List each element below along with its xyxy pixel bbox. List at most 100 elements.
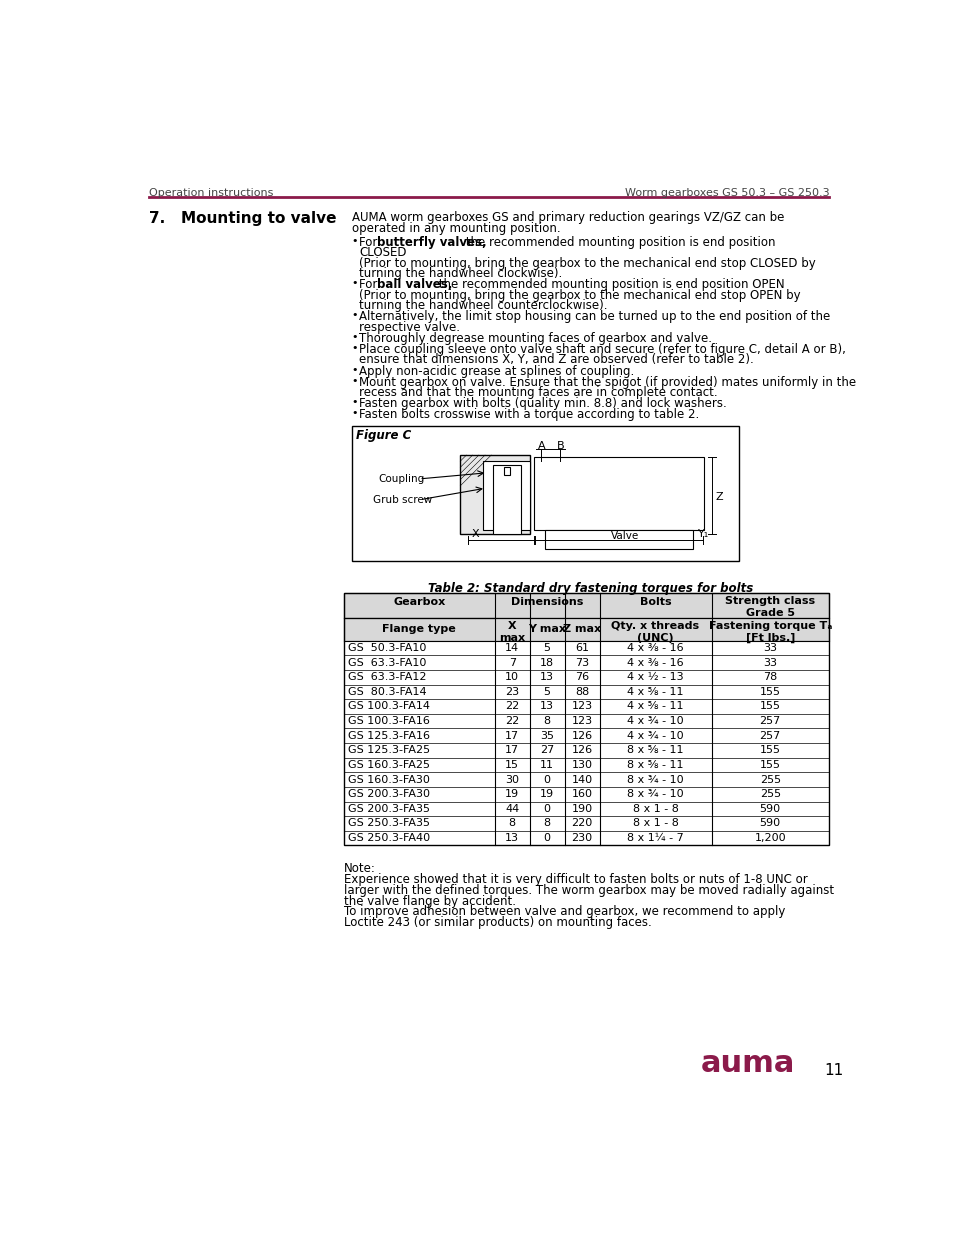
Text: Thoroughly degrease mounting faces of gearbox and valve.: Thoroughly degrease mounting faces of ge…: [359, 332, 712, 345]
Text: ensure that dimensions X, Y, and Z are observed (refer to table 2).: ensure that dimensions X, Y, and Z are o…: [359, 353, 754, 367]
Text: •: •: [352, 343, 358, 353]
Text: Loctite 243 (or similar products) on mounting faces.: Loctite 243 (or similar products) on mou…: [344, 916, 651, 929]
Text: 257: 257: [759, 716, 781, 726]
Text: Mount gearbox on valve. Ensure that the spigot (if provided) mates uniformly in : Mount gearbox on valve. Ensure that the …: [359, 375, 856, 389]
Text: GS 125.3-FA16: GS 125.3-FA16: [348, 731, 430, 741]
Text: 33: 33: [762, 657, 777, 668]
Text: 8: 8: [543, 819, 550, 829]
Text: Fasten gearbox with bolts (quality min. 8.8) and lock washers.: Fasten gearbox with bolts (quality min. …: [359, 398, 726, 410]
Text: 1,200: 1,200: [754, 834, 785, 844]
Text: GS 100.3-FA16: GS 100.3-FA16: [348, 716, 429, 726]
Text: Apply non-acidic grease at splines of coupling.: Apply non-acidic grease at splines of co…: [359, 364, 634, 378]
Text: 155: 155: [759, 687, 780, 697]
Text: 18: 18: [539, 657, 554, 668]
Text: Coupling: Coupling: [378, 474, 425, 484]
Bar: [344, 656, 828, 669]
Text: GS 100.3-FA14: GS 100.3-FA14: [348, 701, 430, 711]
Text: GS 200.3-FA30: GS 200.3-FA30: [348, 789, 430, 799]
Text: 8 x ¾ - 10: 8 x ¾ - 10: [626, 789, 683, 799]
Text: For: For: [359, 236, 381, 249]
Bar: [344, 699, 828, 714]
Bar: [344, 772, 828, 787]
Text: 8 x 1¼ - 7: 8 x 1¼ - 7: [626, 834, 683, 844]
Text: 140: 140: [571, 774, 592, 784]
Text: 13: 13: [505, 834, 518, 844]
Bar: [534, 457, 703, 530]
Text: 590: 590: [759, 804, 780, 814]
Text: turning the handwheel counterclockwise).: turning the handwheel counterclockwise).: [359, 299, 607, 312]
Text: 10: 10: [505, 672, 518, 682]
Text: larger with the defined torques. The worm gearbox may be moved radially against: larger with the defined torques. The wor…: [344, 884, 833, 897]
Text: •: •: [352, 364, 358, 374]
Text: 33: 33: [762, 643, 777, 653]
Text: respective valve.: respective valve.: [359, 321, 460, 333]
Text: 13: 13: [539, 672, 554, 682]
Text: Mounting to valve: Mounting to valve: [181, 211, 336, 226]
Text: Y₁: Y₁: [698, 529, 709, 538]
Text: 257: 257: [759, 731, 781, 741]
Text: For: For: [359, 278, 381, 291]
Text: GS 125.3-FA25: GS 125.3-FA25: [348, 746, 430, 756]
Bar: [344, 787, 828, 802]
Text: A: A: [537, 441, 545, 451]
Text: auma: auma: [700, 1049, 794, 1078]
Text: Grub screw: Grub screw: [373, 495, 433, 505]
Text: 160: 160: [571, 789, 592, 799]
Bar: [344, 802, 828, 816]
Text: •: •: [352, 310, 358, 320]
Text: 123: 123: [571, 716, 592, 726]
Text: the recommended mounting position is end position: the recommended mounting position is end…: [461, 236, 774, 249]
Text: Figure C: Figure C: [355, 429, 411, 442]
Text: 230: 230: [571, 834, 592, 844]
Text: 22: 22: [504, 716, 518, 726]
Text: 4 x ⅜ - 16: 4 x ⅜ - 16: [626, 643, 683, 653]
Text: 44: 44: [504, 804, 518, 814]
Text: 126: 126: [571, 731, 592, 741]
Text: GS  80.3-FA14: GS 80.3-FA14: [348, 687, 426, 697]
Text: To improve adhesion between valve and gearbox, we recommend to apply: To improve adhesion between valve and ge…: [344, 905, 784, 919]
Text: 11: 11: [539, 760, 554, 769]
Text: GS 200.3-FA35: GS 200.3-FA35: [348, 804, 430, 814]
Text: 255: 255: [759, 789, 780, 799]
Text: Qty. x threads
(UNC): Qty. x threads (UNC): [611, 621, 699, 643]
Text: 4 x ⅝ - 11: 4 x ⅝ - 11: [627, 701, 683, 711]
Text: Strength class
Grade 5: Strength class Grade 5: [724, 597, 815, 619]
Text: recess and that the mounting faces are in complete contact.: recess and that the mounting faces are i…: [359, 387, 718, 399]
Text: 19: 19: [504, 789, 518, 799]
Text: •: •: [352, 332, 358, 342]
Bar: [493, 466, 520, 534]
Bar: [459, 454, 530, 534]
Text: •: •: [352, 409, 358, 419]
Text: Alternatively, the limit stop housing can be turned up to the end position of th: Alternatively, the limit stop housing ca…: [359, 310, 830, 324]
Text: 35: 35: [539, 731, 554, 741]
Text: 4 x ½ - 13: 4 x ½ - 13: [626, 672, 683, 682]
Text: X
max: X max: [498, 621, 525, 643]
Text: 8: 8: [508, 819, 516, 829]
Text: 22: 22: [504, 701, 518, 711]
Text: B: B: [557, 441, 564, 451]
Text: GS 250.3-FA35: GS 250.3-FA35: [348, 819, 430, 829]
Text: Note:: Note:: [344, 862, 375, 876]
Text: 19: 19: [539, 789, 554, 799]
Text: 4 x ¾ - 10: 4 x ¾ - 10: [626, 716, 683, 726]
Text: 30: 30: [505, 774, 518, 784]
Text: GS  63.3-FA10: GS 63.3-FA10: [348, 657, 426, 668]
Text: Dimensions: Dimensions: [510, 598, 582, 608]
Text: 8 x ⅝ - 11: 8 x ⅝ - 11: [627, 760, 683, 769]
Text: ball valves,: ball valves,: [376, 278, 452, 291]
Text: 27: 27: [539, 746, 554, 756]
Text: •: •: [352, 278, 358, 288]
Text: 220: 220: [571, 819, 592, 829]
Text: 190: 190: [571, 804, 592, 814]
Text: 255: 255: [759, 774, 780, 784]
Text: 23: 23: [504, 687, 518, 697]
Text: GS 160.3-FA25: GS 160.3-FA25: [348, 760, 430, 769]
Text: Place coupling sleeve onto valve shaft and secure (refer to figure C, detail A o: Place coupling sleeve onto valve shaft a…: [359, 343, 845, 356]
Text: Z: Z: [715, 492, 722, 501]
Text: 4 x ⅝ - 11: 4 x ⅝ - 11: [627, 687, 683, 697]
Text: 155: 155: [759, 746, 780, 756]
Text: (Prior to mounting, bring the gearbox to the mechanical end stop OPEN by: (Prior to mounting, bring the gearbox to…: [359, 289, 801, 301]
Bar: [344, 743, 828, 757]
Bar: [344, 593, 828, 618]
Text: Y max: Y max: [528, 624, 565, 634]
